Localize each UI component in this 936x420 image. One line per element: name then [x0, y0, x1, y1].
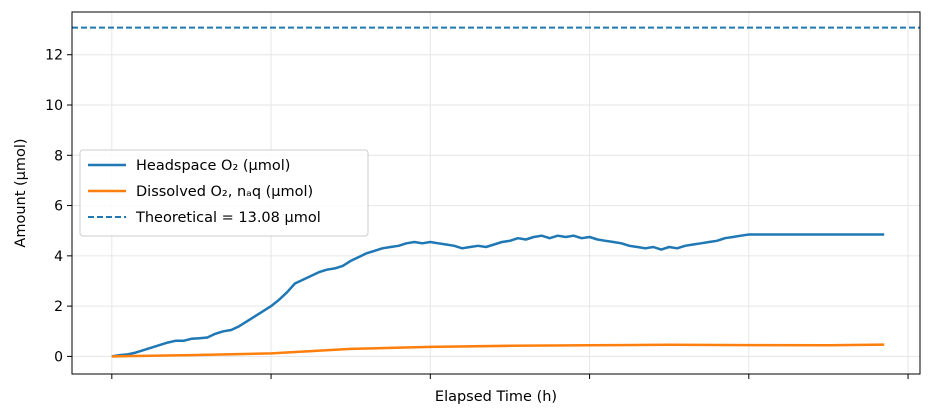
legend-label-theoretical: Theoretical = 13.08 µmol	[135, 210, 321, 226]
legend-label-dissolved: Dissolved O₂, nₐq (µmol)	[136, 184, 313, 200]
y-tick-label: 6	[54, 199, 63, 215]
x-axis-label: Elapsed Time (h)	[435, 389, 557, 405]
plot-frame	[71, 11, 921, 375]
legend: Headspace O₂ (µmol) Dissolved O₂, nₐq (µ…	[79, 149, 369, 237]
series-dissolved-line	[111, 343, 885, 358]
series-layer	[72, 26, 920, 358]
axis-ticks: 0 2 4 6 8 10 12	[45, 48, 909, 379]
y-tick-label: 12	[45, 48, 63, 64]
y-tick-label: 0	[54, 349, 63, 365]
y-tick-label: 10	[45, 98, 63, 114]
y-tick-label: 8	[54, 148, 63, 164]
series-headspace-line	[111, 233, 885, 358]
y-axis-label: Amount (µmol)	[13, 138, 29, 247]
legend-box	[79, 149, 369, 237]
legend-label-headspace: Headspace O₂ (µmol)	[136, 158, 290, 174]
y-tick-label: 4	[54, 249, 63, 265]
y-tick-label: 2	[54, 299, 63, 315]
